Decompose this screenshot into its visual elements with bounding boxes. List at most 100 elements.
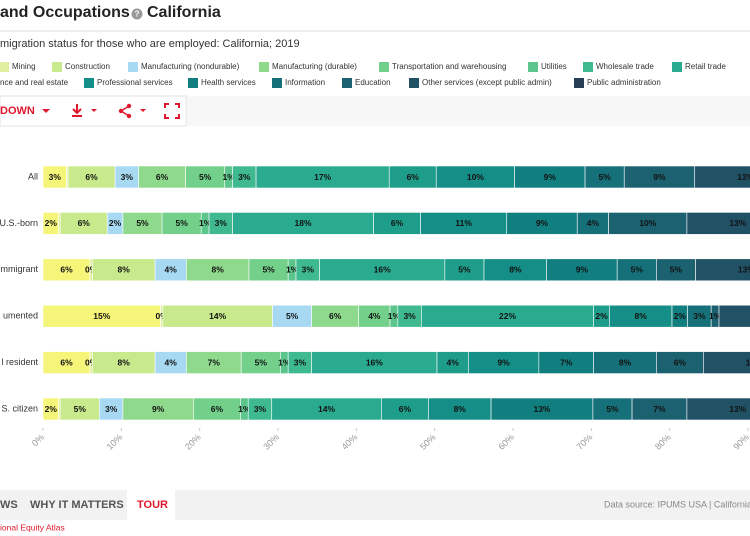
data-label: 3% — [105, 404, 118, 414]
legend-label: Other services (except public admin) — [422, 78, 552, 87]
data-label: 10% — [639, 218, 656, 228]
y-tick-label: l resident — [1, 357, 38, 367]
data-label: 3% — [254, 404, 267, 414]
data-label: 8% — [619, 357, 632, 367]
bar-segment — [703, 351, 750, 374]
data-label: 16% — [374, 265, 391, 275]
help-icon-glyph: ? — [135, 10, 140, 19]
y-tick-label: S. citizen — [1, 403, 38, 413]
help-icon[interactable] — [131, 8, 143, 20]
tab[interactable]: TOUR — [137, 499, 168, 511]
data-label: 1% — [238, 404, 251, 414]
data-label: 5% — [599, 172, 612, 182]
tab[interactable]: WHY IT MATTERS — [30, 499, 124, 511]
data-label: 3% — [121, 172, 134, 182]
data-label: 0% — [85, 265, 98, 275]
tab[interactable]: WS — [0, 499, 18, 511]
data-label: 2% — [109, 218, 122, 228]
legend-swatch — [188, 78, 198, 88]
legend-label: Public administration — [587, 78, 661, 87]
page-title: and Occupations — [0, 4, 130, 21]
view-button[interactable]: DOWN — [0, 105, 35, 117]
data-label: 8% — [454, 404, 467, 414]
bar-segment — [686, 397, 750, 421]
legend-swatch — [583, 62, 593, 72]
data-label: 5% — [631, 265, 644, 275]
data-label: 6% — [674, 357, 687, 367]
data-label: 6% — [60, 357, 73, 367]
caret — [91, 109, 97, 112]
data-label: 5% — [255, 357, 268, 367]
data-label: 9% — [152, 404, 165, 414]
data-label: 4% — [587, 218, 600, 228]
data-label: 2% — [595, 311, 608, 321]
legend-label: Information — [285, 78, 325, 87]
x-tick-label: 10% — [105, 432, 125, 452]
bar-segment — [718, 304, 750, 328]
data-label: 4% — [368, 311, 381, 321]
data-label: 8% — [118, 357, 131, 367]
bar-segment — [695, 258, 750, 282]
x-tick-label: 60% — [496, 432, 516, 452]
data-label: 3% — [238, 172, 251, 182]
data-label: 1% — [223, 172, 236, 182]
legend-label: Mining — [12, 62, 36, 71]
data-label: 7% — [653, 404, 666, 414]
data-label: 1% — [278, 357, 291, 367]
footer-link[interactable]: ional Equity Atlas — [0, 522, 65, 532]
data-label: 14% — [318, 404, 335, 414]
caret — [42, 109, 50, 113]
data-label: 4% — [447, 357, 460, 367]
legend-swatch — [52, 62, 62, 72]
data-label: 0% — [85, 357, 98, 367]
data-label: 16% — [366, 357, 383, 367]
data-label: 2% — [674, 311, 687, 321]
data-label: 13% — [738, 265, 750, 275]
data-label: 8% — [212, 265, 225, 275]
data-label: 2% — [45, 218, 58, 228]
legend-swatch — [409, 78, 419, 88]
x-tick-label: 70% — [575, 432, 595, 452]
data-label: 13% — [729, 218, 746, 228]
data-label: 3% — [403, 311, 416, 321]
legend-swatch — [272, 78, 282, 88]
page-place: California — [147, 4, 221, 21]
data-label: 3% — [294, 357, 307, 367]
data-label: 5% — [458, 265, 471, 275]
legend-swatch — [128, 62, 138, 72]
data-label: 13% — [737, 172, 750, 182]
data-label: 8% — [635, 311, 648, 321]
x-tick-label: 80% — [653, 432, 673, 452]
legend-swatch — [379, 62, 389, 72]
legend-label: Health services — [201, 78, 256, 87]
data-label: 13% — [729, 404, 746, 414]
y-tick-label: All — [28, 171, 38, 181]
legend-swatch — [672, 62, 682, 72]
x-tick-label: 20% — [183, 432, 203, 452]
legend-label: Education — [355, 78, 391, 87]
share-button[interactable] — [118, 103, 132, 119]
data-label: 15% — [93, 311, 110, 321]
active-tab-bg — [127, 490, 175, 520]
chart-subtitle: migration status for those who are emplo… — [0, 38, 300, 50]
data-label: 6% — [399, 404, 412, 414]
x-tick-label: 0% — [30, 432, 46, 448]
x-tick-label: 30% — [261, 432, 281, 452]
data-source: Data source: IPUMS USA | California Im — [604, 499, 750, 509]
data-label: 5% — [199, 172, 212, 182]
legend-label: nce and real estate — [0, 78, 69, 87]
download-button[interactable] — [72, 104, 82, 117]
data-label: 17% — [314, 172, 331, 182]
fullscreen-button[interactable] — [164, 103, 180, 119]
data-label: 6% — [78, 218, 91, 228]
data-label: 6% — [156, 172, 169, 182]
data-label: 6% — [211, 404, 224, 414]
data-label: 0% — [156, 311, 169, 321]
x-tick-label: 40% — [340, 432, 360, 452]
data-label: 3% — [693, 311, 706, 321]
data-label: 3% — [49, 172, 62, 182]
data-label: 3% — [302, 265, 315, 275]
legend-swatch — [574, 78, 584, 88]
data-label: 9% — [536, 218, 549, 228]
